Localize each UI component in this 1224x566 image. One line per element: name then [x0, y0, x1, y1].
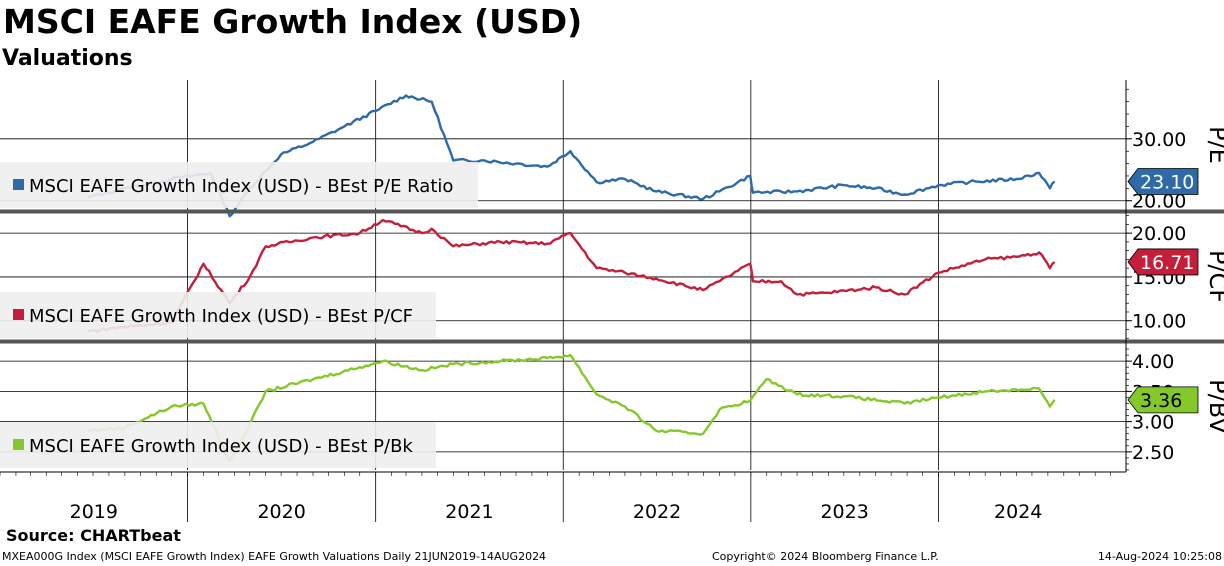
copyright-text: Copyright© 2024 Bloomberg Finance L.P. [712, 550, 939, 563]
last-value-flag [1127, 168, 1199, 195]
last-value-label: 16.71 [1140, 252, 1194, 274]
tick-label: 30.00 [1132, 129, 1186, 151]
year-label: 2024 [994, 501, 1042, 523]
date-axis: 2019 2020 2021 2022 2023 2024 [0, 471, 1126, 523]
legend-swatch [13, 439, 24, 450]
last-value-label: 23.10 [1140, 172, 1194, 194]
source-label: Source: CHARTbeat [6, 526, 181, 545]
axis-title: P/E [1204, 126, 1224, 164]
timestamp: 14-Aug-2024 10:25:08 [1097, 550, 1222, 563]
panel-separator [0, 339, 1224, 344]
legend-swatch [13, 179, 24, 190]
legend-swatch [13, 309, 24, 320]
axis-title: P/CF [1204, 250, 1224, 303]
year-label: 2023 [820, 501, 868, 523]
legend-label: MSCI EAFE Growth Index (USD) - BEst P/CF [29, 306, 413, 327]
legend-label: MSCI EAFE Growth Index (USD) - BEst P/Bk [29, 436, 413, 457]
tick-label: 20.00 [1132, 223, 1186, 245]
last-value-flag [1127, 248, 1199, 276]
chart-subtitle: Valuations [2, 46, 133, 71]
panel-separator [0, 209, 1224, 214]
ticker-line: MXEA000G Index (MSCI EAFE Growth Index) … [2, 550, 547, 563]
tick-label: 3.00 [1132, 412, 1174, 434]
panel-1: 20.00 30.00 MSCI EAFE Growth Index (USD) -… [0, 80, 1224, 218]
legend-label: MSCI EAFE Growth Index (USD) - BEst P/E … [29, 176, 453, 197]
legend-box [0, 162, 478, 208]
year-label: 2019 [70, 501, 118, 523]
tick-label: 2.50 [1132, 442, 1174, 464]
axis-title: P/BV [1204, 379, 1224, 434]
chart-title: MSCI EAFE Growth Index (USD) [3, 2, 583, 41]
last-value-flag [1127, 386, 1199, 414]
series-line [87, 218, 1056, 333]
last-value-label: 3.36 [1140, 390, 1182, 412]
legend-box [0, 292, 436, 338]
tick-label: 10.00 [1132, 311, 1186, 333]
year-label: 2022 [633, 501, 681, 523]
legend-box [0, 422, 436, 468]
year-label: 2021 [445, 501, 493, 523]
tick-label: 4.00 [1132, 351, 1174, 373]
year-label: 2020 [257, 501, 305, 523]
tick-label: 20.00 [1132, 191, 1186, 213]
